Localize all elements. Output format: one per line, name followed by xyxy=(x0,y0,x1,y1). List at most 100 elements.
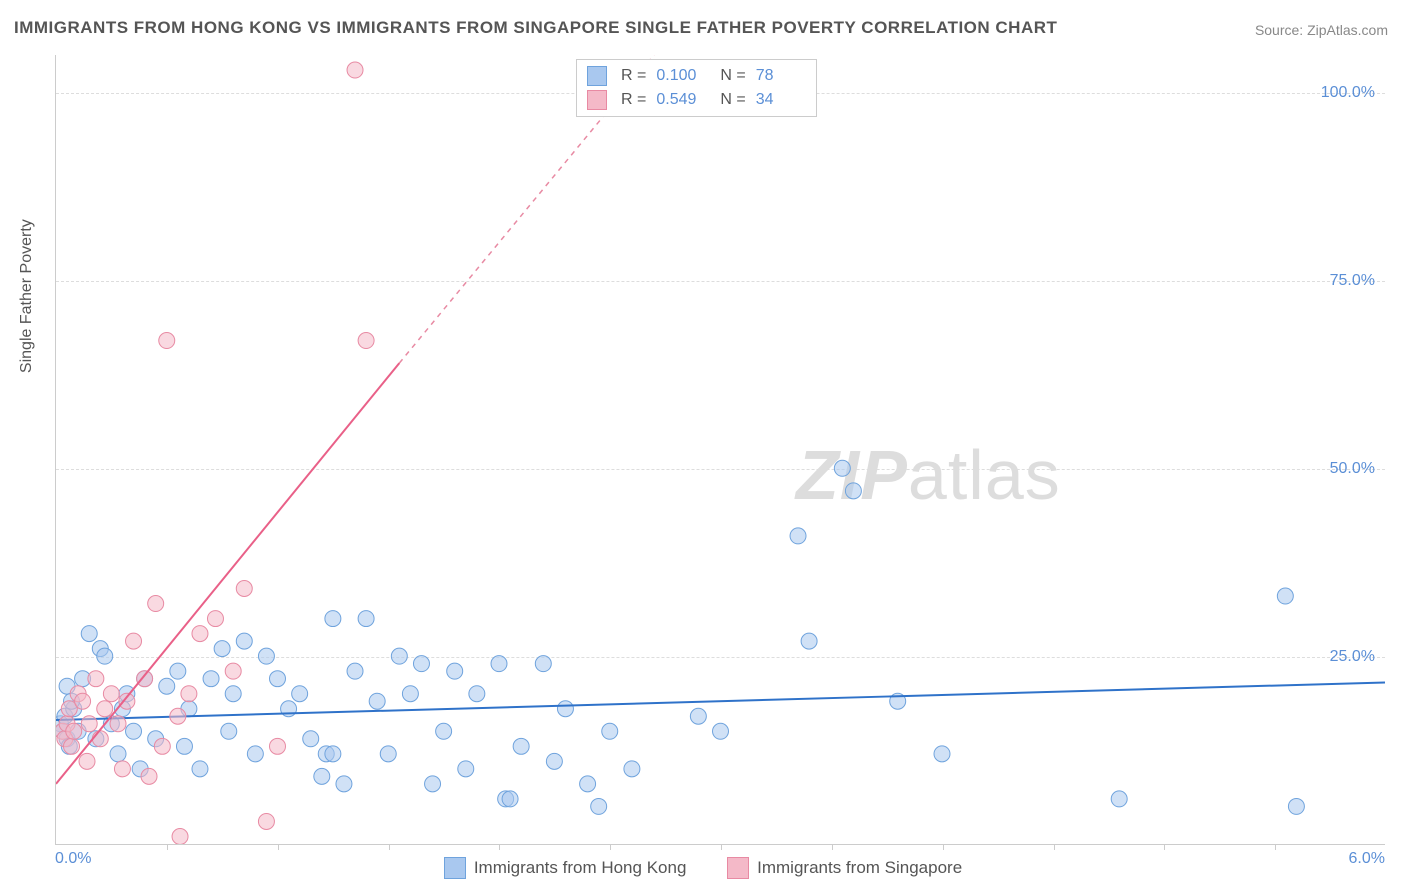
swatch-sg xyxy=(587,90,607,110)
legend-swatch-sg xyxy=(727,857,749,879)
legend-item-sg: Immigrants from Singapore xyxy=(727,857,962,879)
scatter-point xyxy=(502,791,518,807)
trend-line xyxy=(56,363,399,784)
scatter-point xyxy=(97,648,113,664)
r-value-sg: 0.549 xyxy=(656,91,706,109)
x-tick xyxy=(389,844,390,850)
scatter-point xyxy=(436,723,452,739)
scatter-point xyxy=(170,663,186,679)
scatter-point xyxy=(580,776,596,792)
x-tick xyxy=(721,844,722,850)
scatter-point xyxy=(258,813,274,829)
scatter-point xyxy=(325,746,341,762)
scatter-point xyxy=(358,611,374,627)
scatter-point xyxy=(834,460,850,476)
scatter-point xyxy=(347,62,363,78)
stats-row-sg: R = 0.549 N = 34 xyxy=(587,88,806,112)
scatter-point xyxy=(535,656,551,672)
scatter-point xyxy=(1111,791,1127,807)
legend-item-hk: Immigrants from Hong Kong xyxy=(444,857,687,879)
x-tick xyxy=(499,844,500,850)
scatter-point xyxy=(79,753,95,769)
scatter-point xyxy=(458,761,474,777)
x-tick xyxy=(943,844,944,850)
scatter-point xyxy=(126,723,142,739)
scatter-point xyxy=(64,738,80,754)
scatter-point xyxy=(546,753,562,769)
scatter-point xyxy=(380,746,396,762)
scatter-point xyxy=(203,671,219,687)
scatter-point xyxy=(469,686,485,702)
scatter-point xyxy=(159,678,175,694)
scatter-point xyxy=(347,663,363,679)
source-value: ZipAtlas.com xyxy=(1307,22,1388,38)
r-label-hk: R = xyxy=(621,67,646,85)
scatter-point xyxy=(1277,588,1293,604)
scatter-point xyxy=(66,723,82,739)
x-tick xyxy=(1275,844,1276,850)
scatter-point xyxy=(358,333,374,349)
scatter-point xyxy=(114,761,130,777)
scatter-point xyxy=(110,746,126,762)
r-value-hk: 0.100 xyxy=(656,67,706,85)
scatter-point xyxy=(75,693,91,709)
n-value-sg: 34 xyxy=(756,91,806,109)
scatter-point xyxy=(303,731,319,747)
r-label-sg: R = xyxy=(621,91,646,109)
scatter-point xyxy=(369,693,385,709)
scatter-point xyxy=(97,701,113,717)
scatter-point xyxy=(236,633,252,649)
swatch-hk xyxy=(587,66,607,86)
scatter-point xyxy=(591,798,607,814)
scatter-point xyxy=(247,746,263,762)
bottom-legend: Immigrants from Hong Kong Immigrants fro… xyxy=(0,857,1406,884)
scatter-point xyxy=(934,746,950,762)
scatter-point xyxy=(413,656,429,672)
scatter-point xyxy=(314,768,330,784)
scatter-point xyxy=(690,708,706,724)
scatter-point xyxy=(513,738,529,754)
scatter-point xyxy=(176,738,192,754)
scatter-point xyxy=(148,596,164,612)
scatter-point xyxy=(225,663,241,679)
legend-swatch-hk xyxy=(444,857,466,879)
scatter-point xyxy=(447,663,463,679)
n-label-hk: N = xyxy=(720,67,745,85)
scatter-point xyxy=(192,761,208,777)
scatter-point xyxy=(126,633,142,649)
scatter-point xyxy=(214,641,230,657)
chart-svg xyxy=(56,55,1385,844)
scatter-point xyxy=(192,626,208,642)
scatter-point xyxy=(1288,798,1304,814)
scatter-point xyxy=(325,611,341,627)
chart-title: IMMIGRANTS FROM HONG KONG VS IMMIGRANTS … xyxy=(14,18,1057,38)
scatter-point xyxy=(81,626,97,642)
y-axis-title: Single Father Poverty xyxy=(18,219,36,373)
scatter-point xyxy=(270,738,286,754)
scatter-point xyxy=(336,776,352,792)
x-tick xyxy=(278,844,279,850)
source-label: Source: xyxy=(1255,22,1303,38)
scatter-point xyxy=(801,633,817,649)
legend-label-sg: Immigrants from Singapore xyxy=(757,858,962,878)
x-tick xyxy=(832,844,833,850)
trend-line xyxy=(56,682,1385,720)
x-tick xyxy=(1164,844,1165,850)
scatter-point xyxy=(110,716,126,732)
scatter-point xyxy=(81,716,97,732)
scatter-point xyxy=(207,611,223,627)
scatter-point xyxy=(159,333,175,349)
scatter-point xyxy=(790,528,806,544)
scatter-point xyxy=(425,776,441,792)
source: Source: ZipAtlas.com xyxy=(1255,22,1388,38)
scatter-point xyxy=(154,738,170,754)
scatter-point xyxy=(92,731,108,747)
scatter-point xyxy=(292,686,308,702)
scatter-point xyxy=(181,686,197,702)
scatter-point xyxy=(103,686,119,702)
scatter-point xyxy=(236,581,252,597)
legend-label-hk: Immigrants from Hong Kong xyxy=(474,858,687,878)
stats-row-hk: R = 0.100 N = 78 xyxy=(587,64,806,88)
scatter-point xyxy=(88,671,104,687)
plot-area: ZIPatlas R = 0.100 N = 78 R = 0.549 N = … xyxy=(55,55,1385,845)
